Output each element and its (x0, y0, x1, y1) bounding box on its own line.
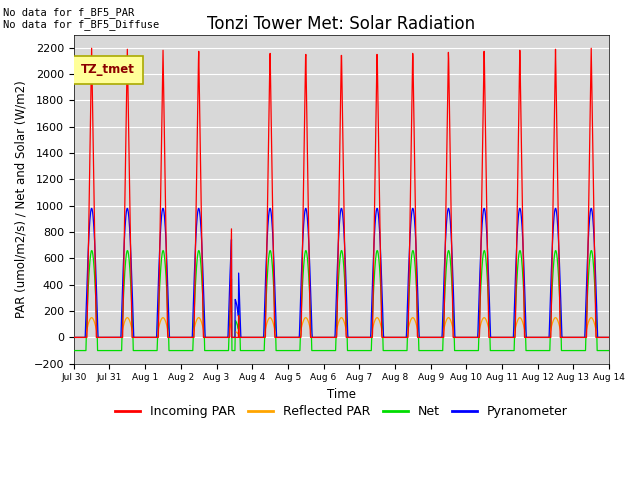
Y-axis label: PAR (umol/m2/s) / Net and Solar (W/m2): PAR (umol/m2/s) / Net and Solar (W/m2) (15, 80, 28, 318)
Text: No data for f_BF5_PAR: No data for f_BF5_PAR (3, 7, 134, 18)
Text: No data for f_BF5_Diffuse: No data for f_BF5_Diffuse (3, 19, 159, 30)
Legend: Incoming PAR, Reflected PAR, Net, Pyranometer: Incoming PAR, Reflected PAR, Net, Pyrano… (109, 400, 573, 423)
FancyBboxPatch shape (71, 56, 143, 84)
Title: Tonzi Tower Met: Solar Radiation: Tonzi Tower Met: Solar Radiation (207, 15, 476, 33)
Text: TZ_tmet: TZ_tmet (81, 63, 134, 76)
X-axis label: Time: Time (327, 388, 356, 401)
